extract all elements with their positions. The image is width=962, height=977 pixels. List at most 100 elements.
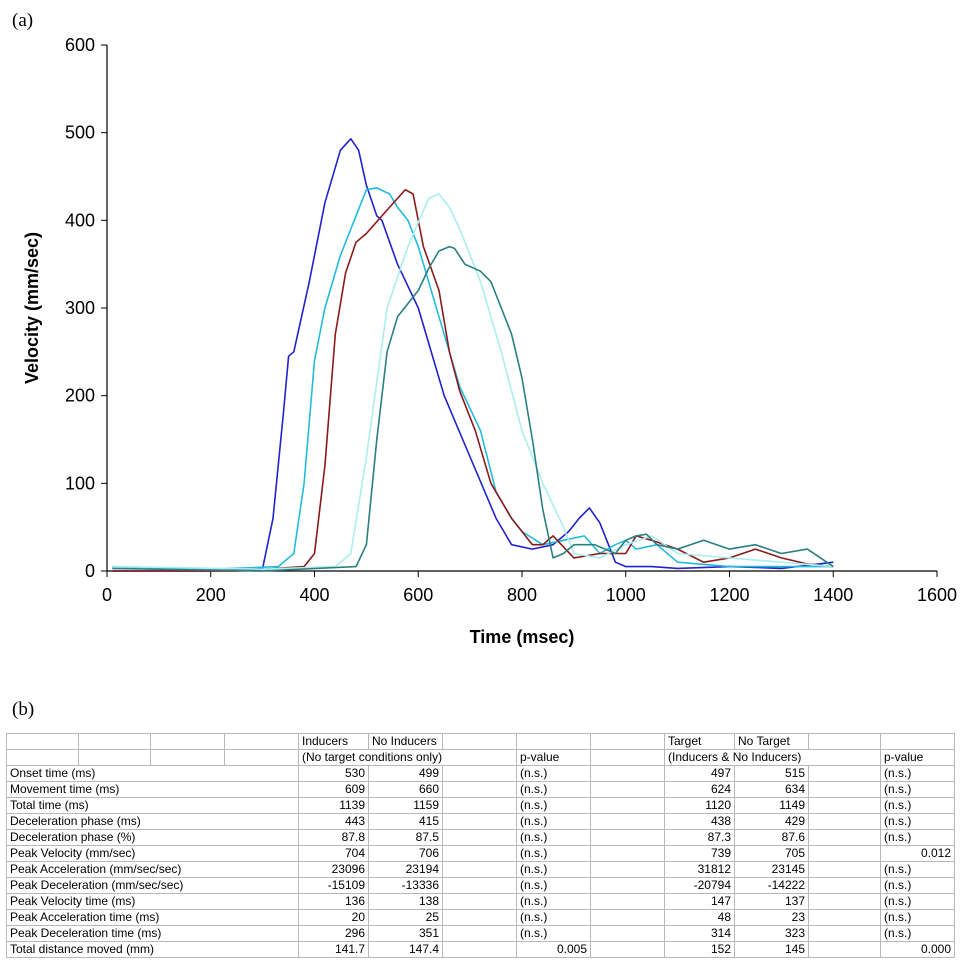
inducers-value: 136 — [298, 893, 369, 910]
x-tick-label: 1200 — [709, 585, 749, 605]
header-cell — [78, 733, 151, 750]
empty-cell — [590, 829, 665, 846]
p-value-1: (n.s.) — [516, 781, 591, 798]
x-tick-label: 400 — [299, 585, 329, 605]
table-row: Peak Velocity time (ms) 136 138 (n.s.) 147 13… — [6, 893, 955, 910]
empty-cell — [442, 829, 517, 846]
p-value-2: (n.s.) — [880, 765, 955, 782]
empty-cell — [442, 877, 517, 894]
header-cell — [808, 733, 881, 750]
table-row: Movement time (ms) 609 660 (n.s.) 624 634 (n.s… — [6, 781, 955, 798]
velocity-chart: 0 200 400 600 800 1000 1200 1400 1600 0 100 200 300 4… — [22, 35, 957, 647]
empty-cell — [808, 781, 881, 798]
header-cell — [442, 733, 517, 750]
y-tick-label: 400 — [65, 210, 95, 230]
table-row: Peak Acceleration time (ms) 20 25 (n.s.) 48 2… — [6, 909, 955, 926]
series-line-1 — [112, 138, 834, 572]
empty-cell — [808, 797, 881, 814]
series-line-4 — [112, 193, 834, 571]
target-value: 87.3 — [664, 829, 735, 846]
no-target-value: 23 — [734, 909, 809, 926]
no-target-value: 705 — [734, 845, 809, 862]
header-cell — [6, 733, 79, 750]
row-label: Total distance moved (mm) — [6, 941, 299, 958]
series-line-5 — [112, 245, 834, 572]
table-row: Peak Velocity (mm/sec) 704 706 (n.s.) 739 705… — [6, 845, 955, 862]
x-tick-label: 1600 — [917, 585, 957, 605]
table-row: Onset time (ms) 530 499 (n.s.) 497 515 (n.s.) — [6, 765, 955, 782]
no-target-value: 634 — [734, 781, 809, 798]
inducers-value: 141.7 — [298, 941, 369, 958]
header-row: Inducers No Inducers Target No Target — [6, 733, 955, 750]
inducers-value: 609 — [298, 781, 369, 798]
no-target-value: 1149 — [734, 797, 809, 814]
inducers-value: 704 — [298, 845, 369, 862]
row-label: Deceleration phase (%) — [6, 829, 299, 846]
target-value: 1120 — [664, 797, 735, 814]
empty-cell — [442, 941, 517, 958]
target-value: -20794 — [664, 877, 735, 894]
empty-cell — [808, 941, 881, 958]
y-tick-label: 100 — [65, 473, 95, 493]
subheader-cell: (No target conditions only) — [298, 749, 517, 766]
empty-cell — [808, 845, 881, 862]
empty-cell — [808, 909, 881, 926]
no-inducers-value: 138 — [368, 893, 443, 910]
no-inducers-value: 25 — [368, 909, 443, 926]
empty-cell — [590, 797, 665, 814]
p-value-1: (n.s.) — [516, 877, 591, 894]
row-label: Peak Acceleration time (ms) — [6, 909, 299, 926]
table-row: Deceleration phase (%) 87.8 87.5 (n.s.) 87.3… — [6, 829, 955, 846]
inducers-value: 20 — [298, 909, 369, 926]
series-line-3 — [112, 188, 834, 572]
no-inducers-value: -13336 — [368, 877, 443, 894]
empty-cell — [590, 781, 665, 798]
y-tick-label: 600 — [65, 35, 95, 55]
no-target-value: 137 — [734, 893, 809, 910]
y-tick-label: 500 — [65, 123, 95, 143]
y-axis-title: Velocity (mm/sec) — [22, 232, 42, 384]
target-value: 147 — [664, 893, 735, 910]
row-label: Peak Deceleration (mm/sec/sec) — [6, 877, 299, 894]
empty-cell — [590, 877, 665, 894]
header-cell: No Inducers — [368, 733, 443, 750]
y-tick-label: 200 — [65, 386, 95, 406]
header-cell: No Target — [734, 733, 809, 750]
metrics-table-wrap: Inducers No Inducers Target No Target (No ta… — [6, 733, 955, 958]
empty-cell — [442, 781, 517, 798]
row-label: Peak Velocity (mm/sec) — [6, 845, 299, 862]
empty-cell — [590, 845, 665, 862]
p-value-1: (n.s.) — [516, 893, 591, 910]
p-value-1: (n.s.) — [516, 829, 591, 846]
subheader-cell — [150, 749, 225, 766]
no-inducers-value: 660 — [368, 781, 443, 798]
empty-cell — [808, 829, 881, 846]
y-tick-label: 300 — [65, 298, 95, 318]
empty-cell — [808, 893, 881, 910]
table-row: Deceleration phase (ms) 443 415 (n.s.) 438 42… — [6, 813, 955, 830]
target-value: 48 — [664, 909, 735, 926]
header-cell — [590, 733, 665, 750]
metrics-table: Inducers No Inducers Target No Target (No ta… — [6, 733, 955, 958]
header-cell: Target — [664, 733, 735, 750]
p-value-1: (n.s.) — [516, 925, 591, 942]
plot-layer: 0 200 400 600 800 1000 1200 1400 1600 0 100 200 300 4… — [65, 35, 957, 605]
subheader-cell: p-value — [516, 749, 591, 766]
header-cell: Inducers — [298, 733, 369, 750]
target-value: 152 — [664, 941, 735, 958]
target-value: 31812 — [664, 861, 735, 878]
row-label: Peak Deceleration time (ms) — [6, 925, 299, 942]
p-value-1: (n.s.) — [516, 845, 591, 862]
empty-cell — [808, 765, 881, 782]
empty-cell — [442, 909, 517, 926]
subheader-cell: (Inducers & No Inducers) — [664, 749, 881, 766]
table-row: Total time (ms) 1139 1159 (n.s.) 1120 1149 (n.… — [6, 797, 955, 814]
p-value-2: (n.s.) — [880, 909, 955, 926]
p-value-2: (n.s.) — [880, 797, 955, 814]
p-value-2: 0.000 — [880, 941, 955, 958]
no-target-value: 87.6 — [734, 829, 809, 846]
p-value-2: (n.s.) — [880, 925, 955, 942]
x-axis-title: Time (msec) — [470, 627, 575, 647]
inducers-value: 87.8 — [298, 829, 369, 846]
no-inducers-value: 87.5 — [368, 829, 443, 846]
